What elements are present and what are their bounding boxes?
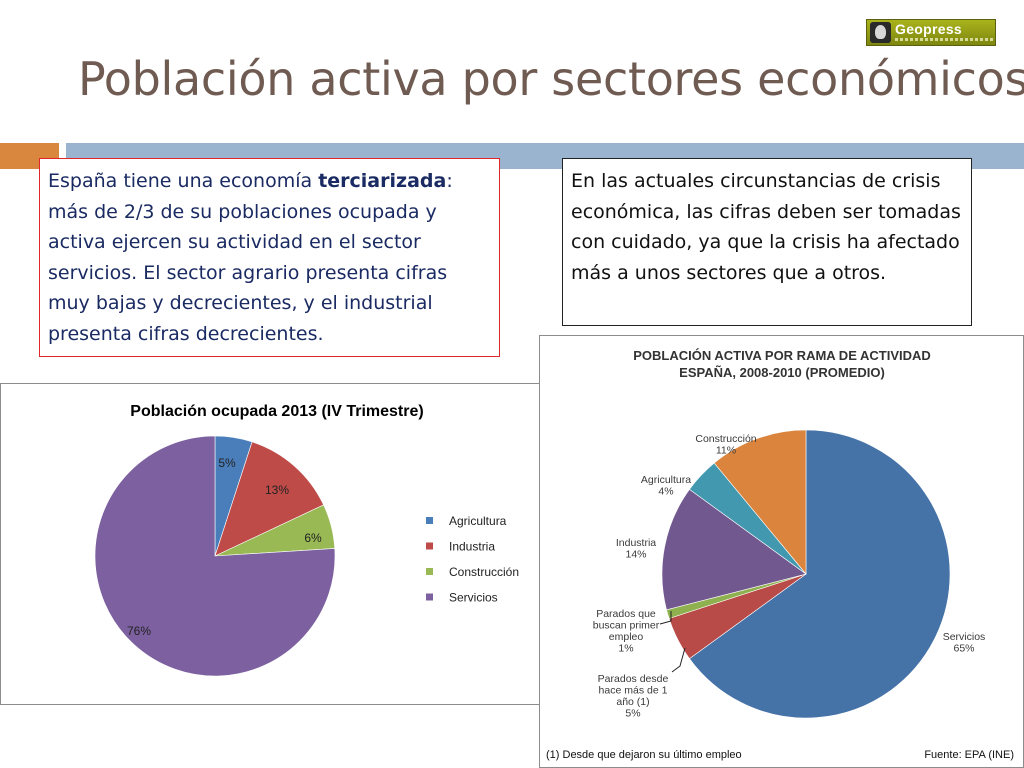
slide-title: Población activa por sectores económicos	[78, 52, 1024, 106]
data-label-parados-primer-line4: 1%	[618, 643, 633, 655]
data-label-agricultura-line2: 4%	[658, 486, 673, 498]
data-label-parados-largo-line1: Parados desde	[598, 673, 669, 685]
pie-slice-servicios	[689, 429, 951, 719]
chart-title: Población ocupada 2013 (IV Trimestre)	[130, 403, 423, 420]
active-population-chart: POBLACIÓN ACTIVA POR RAMA DE ACTIVIDAD E…	[539, 335, 1024, 768]
pie-slice-servicios	[94, 435, 336, 677]
logo-name: Geopress	[895, 21, 962, 37]
legend-swatch-agricultura	[426, 517, 433, 524]
geopress-logo: Geopress	[866, 19, 996, 46]
pie-slice-construccion	[713, 429, 807, 575]
data-label-agricultura: 5%	[218, 456, 236, 470]
legend-item-agricultura: Agricultura	[449, 514, 507, 528]
economy-text-intro: España tiene una economía	[48, 170, 319, 192]
legend-item-industria: Industria	[449, 540, 495, 554]
data-label-industria-line2: 14%	[625, 549, 646, 561]
data-label-parados-primer-line1: Parados que	[596, 608, 656, 620]
data-label-parados-primer-line2: buscan primer	[593, 620, 660, 632]
data-label-parados-largo-line4: 5%	[625, 708, 640, 720]
pie-slice-industria	[661, 488, 807, 611]
chart-title-line1: POBLACIÓN ACTIVA POR RAMA DE ACTIVIDAD	[633, 348, 931, 363]
economy-text-body: : más de 2/3 de su poblaciones ocupada y…	[48, 170, 453, 345]
crisis-note-box: En las actuales circunstancias de crisis…	[562, 158, 972, 326]
legend-swatch-construccion	[426, 568, 433, 575]
leader-line-parados-largo	[671, 647, 686, 673]
data-label-construccion: 6%	[304, 531, 322, 545]
pie-slice-industria	[214, 441, 324, 557]
chart-title-line2: ESPAÑA, 2008-2010 (PROMEDIO)	[679, 365, 885, 380]
data-label-servicios: 76%	[127, 624, 151, 638]
legend-swatch-servicios	[426, 593, 433, 601]
leader-line-parados-primer	[659, 611, 672, 625]
logo-tagline-graphic	[895, 38, 993, 41]
data-label-parados-largo-line2: hace más de 1	[599, 685, 668, 697]
economy-text-box: España tiene una economía terciarizada: …	[39, 158, 500, 357]
globe-icon	[870, 22, 891, 43]
legend-item-construccion: Construcción	[449, 565, 519, 579]
data-label-parados-largo-line3: año (1)	[616, 696, 649, 708]
economy-text-highlight: terciarizada	[318, 170, 447, 192]
chart-source: Fuente: EPA (INE)	[924, 749, 1014, 761]
data-label-industria: 13%	[265, 483, 289, 497]
data-label-parados-primer-line3: empleo	[609, 631, 644, 643]
legend-item-servicios: Servicios	[449, 591, 498, 605]
data-label-industria-line1: Industria	[616, 537, 656, 549]
data-label-construccion-line1: Construcción	[695, 433, 756, 445]
data-label-servicios-line2: 65%	[953, 643, 974, 655]
occupied-population-pie: Población ocupada 2013 (IV Trimestre) 5%…	[94, 403, 519, 677]
data-label-servicios-line1: Servicios	[943, 631, 986, 643]
data-label-construccion-line2: 11%	[716, 445, 736, 457]
active-population-pie: POBLACIÓN ACTIVA POR RAMA DE ACTIVIDAD E…	[546, 348, 1014, 761]
chart-footnote: (1) Desde que dejaron su último empleo	[546, 749, 742, 761]
data-label-agricultura-line1: Agricultura	[641, 474, 691, 486]
occupied-population-chart: Población ocupada 2013 (IV Trimestre) 5%…	[0, 383, 540, 705]
crisis-note-text: En las actuales circunstancias de crisis…	[571, 170, 961, 284]
legend-swatch-industria	[426, 542, 433, 550]
